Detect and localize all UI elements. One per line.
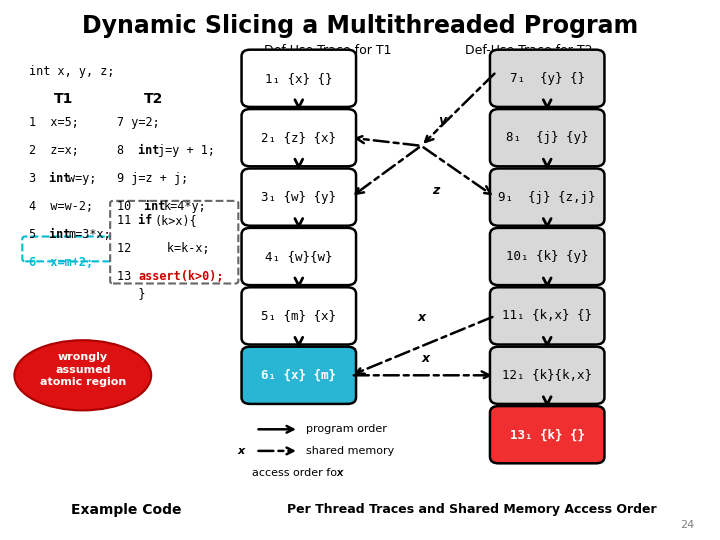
- Text: program order: program order: [306, 424, 387, 434]
- Text: 2₁ {z} {x}: 2₁ {z} {x}: [261, 131, 336, 144]
- Text: 4₁ {w}{w}: 4₁ {w}{w}: [265, 250, 333, 263]
- Text: T2: T2: [144, 92, 163, 106]
- FancyBboxPatch shape: [490, 406, 605, 463]
- Text: 13: 13: [117, 270, 138, 283]
- Text: Per Thread Traces and Shared Memory Access Order: Per Thread Traces and Shared Memory Acce…: [287, 503, 657, 516]
- Text: k=4*y;: k=4*y;: [163, 200, 206, 213]
- Text: 12     k=k-x;: 12 k=k-x;: [117, 242, 210, 255]
- Text: Example Code: Example Code: [71, 503, 181, 517]
- Text: Def-Use Trace for T2: Def-Use Trace for T2: [465, 44, 593, 57]
- Text: T1: T1: [54, 92, 73, 106]
- Text: 10₁ {k} {y}: 10₁ {k} {y}: [506, 250, 588, 263]
- Text: x: x: [421, 352, 429, 365]
- Text: int: int: [49, 172, 78, 185]
- FancyBboxPatch shape: [241, 228, 356, 285]
- Text: assert(k>0);: assert(k>0);: [138, 270, 224, 283]
- FancyBboxPatch shape: [110, 201, 238, 284]
- Text: Dynamic Slicing a Multithreaded Program: Dynamic Slicing a Multithreaded Program: [82, 14, 638, 37]
- Text: Def-Use Trace for T1: Def-Use Trace for T1: [264, 44, 392, 57]
- Text: 7 y=2;: 7 y=2;: [117, 116, 159, 129]
- FancyBboxPatch shape: [490, 287, 605, 345]
- Text: access order fox: access order fox: [252, 468, 347, 477]
- FancyBboxPatch shape: [241, 347, 356, 404]
- Text: m=3*x;: m=3*x;: [68, 228, 111, 241]
- Text: 10: 10: [117, 200, 138, 213]
- Text: int x, y, z;: int x, y, z;: [29, 65, 114, 78]
- Text: (k>x){: (k>x){: [154, 214, 197, 227]
- Text: x: x: [418, 311, 426, 325]
- FancyBboxPatch shape: [241, 109, 356, 166]
- Text: 6  x=m+2;: 6 x=m+2;: [29, 256, 93, 269]
- Text: y: y: [439, 114, 447, 127]
- Text: 12₁ {k}{k,x}: 12₁ {k}{k,x}: [503, 369, 593, 382]
- Text: }: }: [117, 287, 145, 300]
- FancyBboxPatch shape: [490, 109, 605, 166]
- Text: 11₁ {k,x} {}: 11₁ {k,x} {}: [503, 309, 593, 322]
- Text: int: int: [49, 228, 78, 241]
- Text: x: x: [336, 468, 343, 477]
- Text: wrongly
assumed
atomic region: wrongly assumed atomic region: [40, 353, 126, 387]
- Text: 11: 11: [117, 214, 138, 227]
- Text: j=y + 1;: j=y + 1;: [158, 144, 215, 157]
- Text: 3₁ {w} {y}: 3₁ {w} {y}: [261, 191, 336, 204]
- Text: shared memory: shared memory: [306, 446, 395, 456]
- FancyBboxPatch shape: [490, 347, 605, 404]
- Text: 5: 5: [29, 228, 50, 241]
- Text: 1  x=5;: 1 x=5;: [29, 116, 78, 129]
- Text: 8₁  {j} {y}: 8₁ {j} {y}: [506, 131, 588, 144]
- Text: if: if: [138, 214, 160, 227]
- Text: 3: 3: [29, 172, 50, 185]
- Text: int: int: [138, 144, 167, 157]
- FancyBboxPatch shape: [490, 168, 605, 226]
- Text: w=y;: w=y;: [68, 172, 97, 185]
- FancyBboxPatch shape: [22, 237, 125, 261]
- FancyBboxPatch shape: [241, 287, 356, 345]
- Text: 4  w=w-2;: 4 w=w-2;: [29, 200, 93, 213]
- Text: 5₁ {m} {x}: 5₁ {m} {x}: [261, 309, 336, 322]
- Ellipse shape: [14, 340, 151, 410]
- Text: 6₁ {x} {m}: 6₁ {x} {m}: [261, 369, 336, 382]
- Text: 9 j=z + j;: 9 j=z + j;: [117, 172, 188, 185]
- Text: 1₁ {x} {}: 1₁ {x} {}: [265, 72, 333, 85]
- Text: z: z: [432, 184, 439, 198]
- Text: x: x: [238, 446, 245, 456]
- FancyBboxPatch shape: [490, 50, 605, 107]
- Text: int: int: [144, 200, 173, 213]
- Text: 13₁ {k} {}: 13₁ {k} {}: [510, 428, 585, 441]
- Text: 8: 8: [117, 144, 131, 157]
- FancyBboxPatch shape: [490, 228, 605, 285]
- FancyBboxPatch shape: [241, 168, 356, 226]
- Text: 9₁  {j} {z,j}: 9₁ {j} {z,j}: [498, 191, 596, 204]
- Text: 7₁  {y} {}: 7₁ {y} {}: [510, 72, 585, 85]
- FancyBboxPatch shape: [241, 50, 356, 107]
- Text: 2  z=x;: 2 z=x;: [29, 144, 78, 157]
- Text: 24: 24: [680, 520, 695, 530]
